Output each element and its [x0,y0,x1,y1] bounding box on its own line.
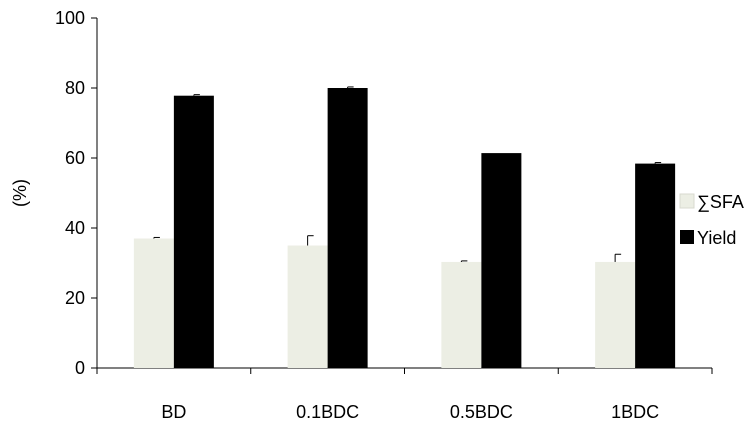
legend: ∑SFA Yield [679,192,744,248]
bar-yield [481,153,522,368]
legend-swatch [680,230,694,244]
bar-yield [327,88,368,368]
y-tick-label: 80 [65,78,85,98]
y-axis: 0 20 40 60 80 100 [55,8,98,378]
bar-sfa [287,245,328,368]
bar-yield [635,163,676,368]
x-tick-label: BD [161,402,186,421]
bars [133,88,676,368]
legend-label: Yield [697,228,736,248]
y-tick-label: 0 [75,358,85,378]
bar-yield [173,95,214,368]
y-axis-title: (%) [10,179,30,207]
x-tick-label: 0.1BDC [296,402,359,421]
y-tick-label: 20 [65,288,85,308]
error-bars [153,86,662,262]
bar-sfa [441,261,482,368]
x-tick-label: 0.5BDC [450,402,513,421]
y-tick-label: 40 [65,218,85,238]
x-axis: BD 0.1BDC 0.5BDC 1BDC [96,367,713,421]
bar-sfa [133,238,174,368]
legend-swatch [679,193,695,209]
y-tick-label: 100 [55,8,85,28]
y-tick-label: 60 [65,148,85,168]
bar-sfa [595,261,636,368]
x-tick-label: 1BDC [611,402,659,421]
legend-label: ∑SFA [697,192,744,212]
